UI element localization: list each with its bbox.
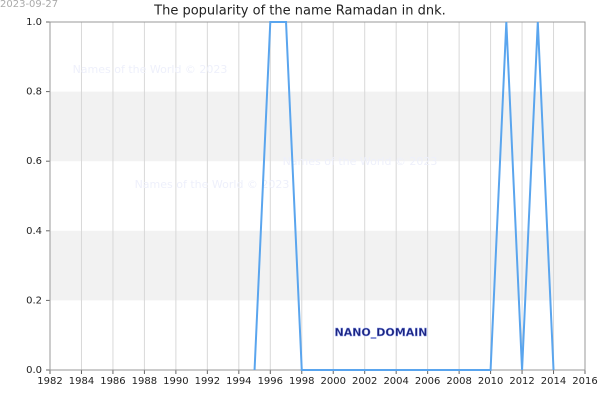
x-tick-label: 1990 [163, 376, 188, 387]
x-tick-label: 1984 [69, 376, 94, 387]
chart-title: The popularity of the name Ramadan in dn… [153, 4, 446, 19]
line-series [253, 21, 555, 371]
grid-band [50, 230, 585, 301]
x-tick-label: 2008 [446, 376, 471, 387]
watermark: Names of the World © 2023 [73, 63, 228, 76]
x-tick-label: 1982 [37, 376, 62, 387]
x-tick-label: 2014 [541, 376, 566, 387]
x-tick-label: 2012 [509, 376, 534, 387]
x-tick-label: 2010 [478, 376, 503, 387]
y-tick-label: 0.2 [26, 295, 42, 306]
x-tick-label: 1988 [132, 376, 157, 387]
x-tick-label: 2002 [352, 376, 377, 387]
y-tick-label: 0.8 [26, 87, 42, 98]
x-tick-label: 1986 [100, 376, 125, 387]
domain-label: NANO_DOMAIN [334, 326, 427, 339]
y-tick-label: 1.0 [26, 17, 42, 28]
x-tick-label: 2004 [383, 376, 408, 387]
y-tick-label: 0.4 [26, 226, 42, 237]
grid-band [50, 91, 585, 162]
watermark: Names of the World © 2023 [135, 178, 290, 191]
y-tick-label: 0.0 [26, 365, 42, 376]
date-stamp: 2023-09-27 [0, 0, 58, 10]
x-tick-label: 2006 [415, 376, 440, 387]
x-tick-label: 1992 [195, 376, 220, 387]
y-tick-label: 0.6 [26, 156, 42, 167]
x-tick-label: 1998 [289, 376, 314, 387]
x-tick-label: 2016 [572, 376, 597, 387]
x-tick-label: 1994 [226, 376, 251, 387]
x-tick-label: 2000 [321, 376, 346, 387]
watermark: Names of the World © 2023 [283, 155, 438, 168]
x-tick-label: 1996 [258, 376, 283, 387]
